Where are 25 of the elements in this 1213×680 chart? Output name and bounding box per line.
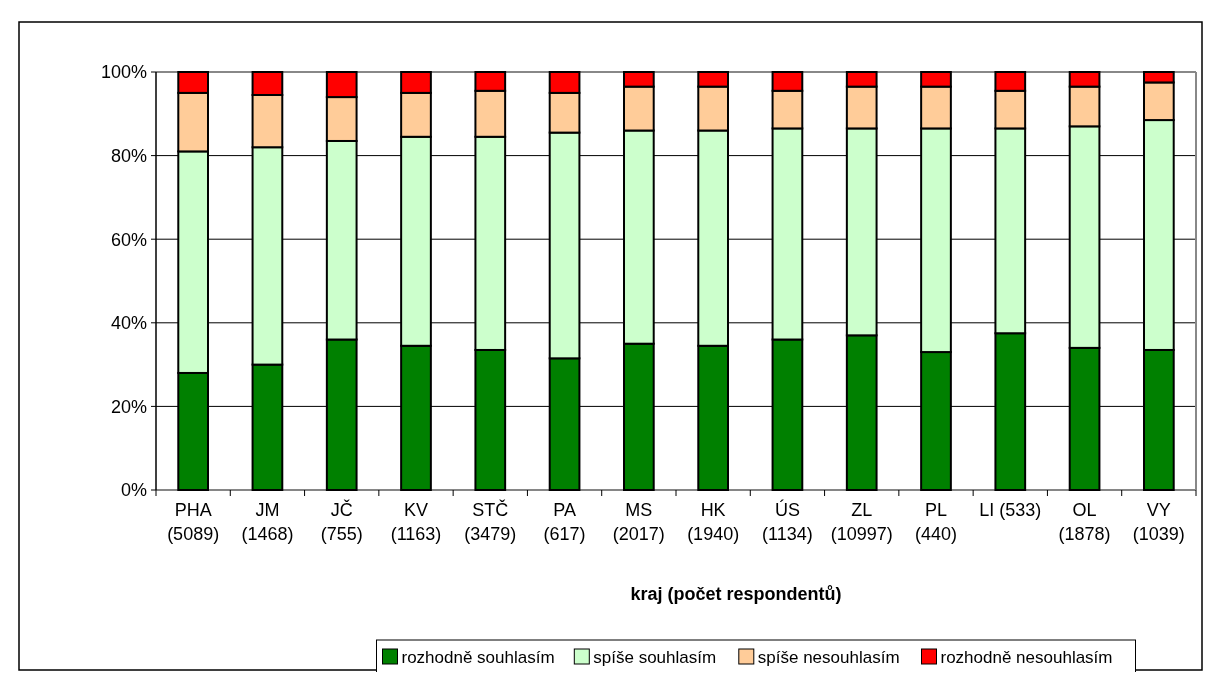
legend-label: rozhodně souhlasím bbox=[401, 647, 555, 667]
y-tick-label: 40% bbox=[110, 313, 147, 334]
y-tick-label: 80% bbox=[110, 145, 147, 166]
x-tick-label: VY (1039) bbox=[1132, 500, 1185, 544]
x-tick-label: STČ (3479) bbox=[464, 499, 517, 544]
x-tick-label: ZL (10997) bbox=[830, 500, 893, 544]
x-tick-label: KV (1163) bbox=[390, 500, 442, 544]
x-tick-label: PHA (5089) bbox=[167, 500, 220, 544]
y-tick-label: 0% bbox=[120, 480, 147, 501]
x-tick-label: JČ (755) bbox=[320, 499, 363, 544]
x-tick-label: JM (1468) bbox=[241, 500, 294, 544]
x-tick-label: PL (440) bbox=[914, 500, 958, 544]
x-tick-label: OL (1878) bbox=[1058, 500, 1111, 544]
legend-label: spíše souhlasím bbox=[593, 647, 717, 667]
legend-label: spíše nesouhlasím bbox=[757, 647, 900, 667]
x-tick-label: ÚS (1134) bbox=[762, 499, 813, 544]
y-tick-label: 20% bbox=[110, 396, 147, 417]
legend-label: rozhodně nesouhlasím bbox=[940, 647, 1113, 667]
x-axis-title: kraj (počet respondentů) bbox=[630, 584, 842, 604]
x-tick-label: MS (2017) bbox=[612, 500, 665, 544]
x-tick-label: PA (617) bbox=[543, 500, 586, 544]
x-tick-label: HK (1940) bbox=[687, 500, 740, 544]
y-tick-label: 60% bbox=[110, 229, 147, 250]
x-tick-label: LI (533) bbox=[979, 500, 1042, 520]
y-tick-label: 100% bbox=[100, 62, 147, 83]
